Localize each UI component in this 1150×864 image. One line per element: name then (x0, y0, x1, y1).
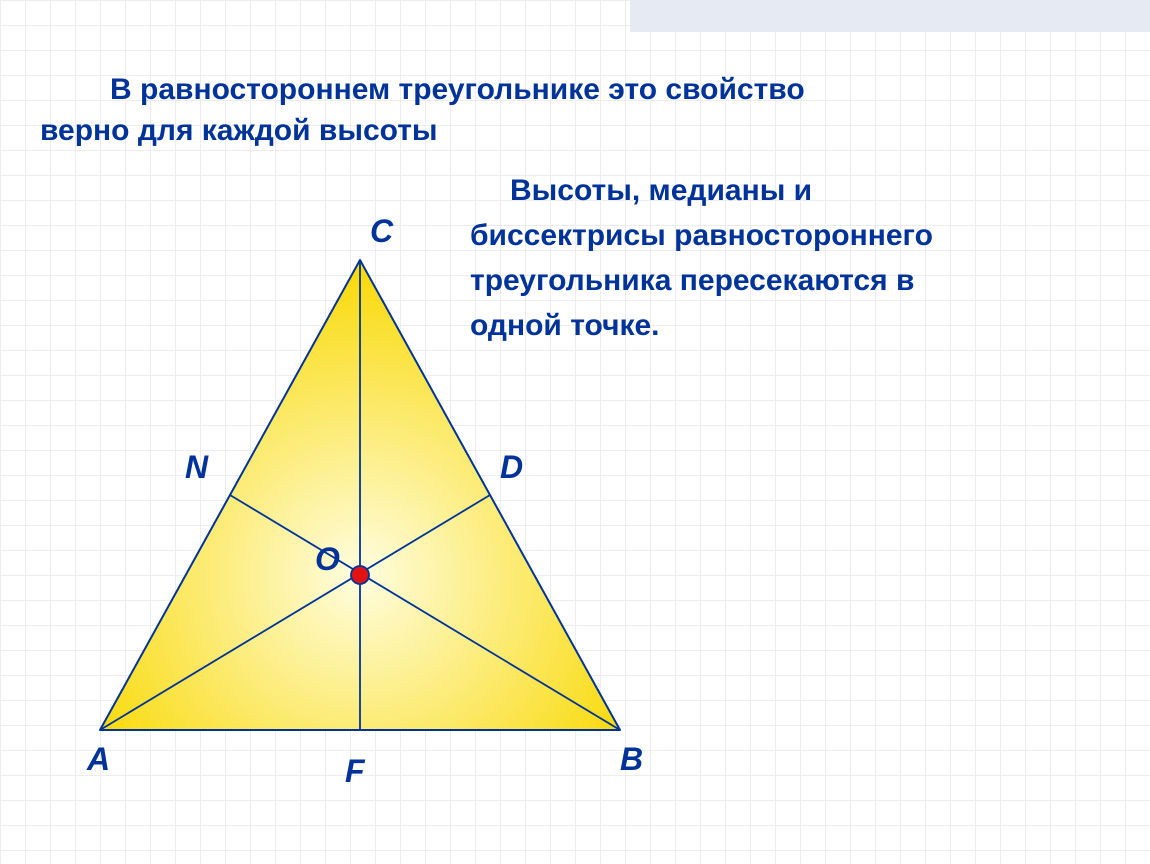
triangle-svg: A B C N D F O (40, 170, 680, 820)
slide-top-accent (630, 0, 1150, 32)
vertex-label-N: N (185, 449, 209, 485)
vertex-label-D: D (500, 449, 523, 485)
triangle-figure: A B C N D F O (40, 170, 680, 820)
title-line-2: верно для каждой высоты (40, 111, 1120, 152)
slide-title: В равностороннем треугольнике это свойст… (40, 70, 1120, 151)
centroid-point (351, 566, 369, 584)
vertex-label-O: O (315, 541, 340, 577)
vertex-label-B: B (620, 741, 643, 777)
vertex-label-A: A (86, 741, 110, 777)
title-line-1: В равностороннем треугольнике это свойст… (40, 70, 1120, 111)
vertex-label-C: C (370, 213, 394, 249)
vertex-label-F: F (345, 753, 366, 789)
